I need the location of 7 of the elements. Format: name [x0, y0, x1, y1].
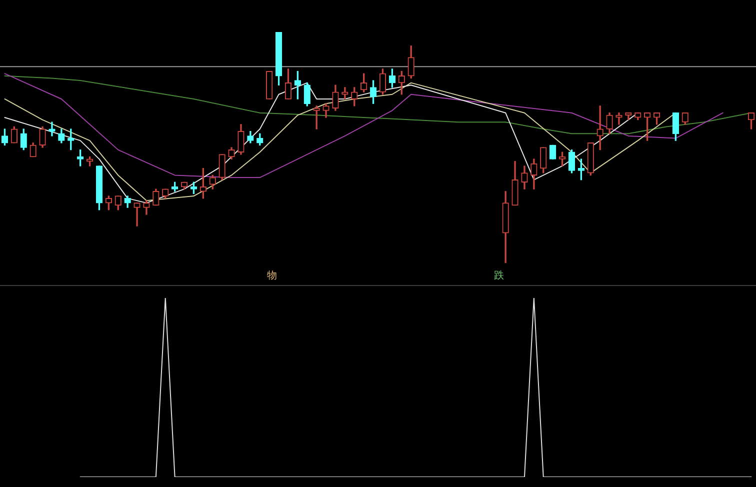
candlestick [48, 122, 56, 136]
candlestick [342, 87, 348, 100]
candlestick [134, 202, 140, 226]
text: 跌 [494, 270, 504, 282]
candlestick [313, 106, 320, 130]
text: 物 [267, 270, 278, 282]
candlestick [596, 106, 604, 150]
